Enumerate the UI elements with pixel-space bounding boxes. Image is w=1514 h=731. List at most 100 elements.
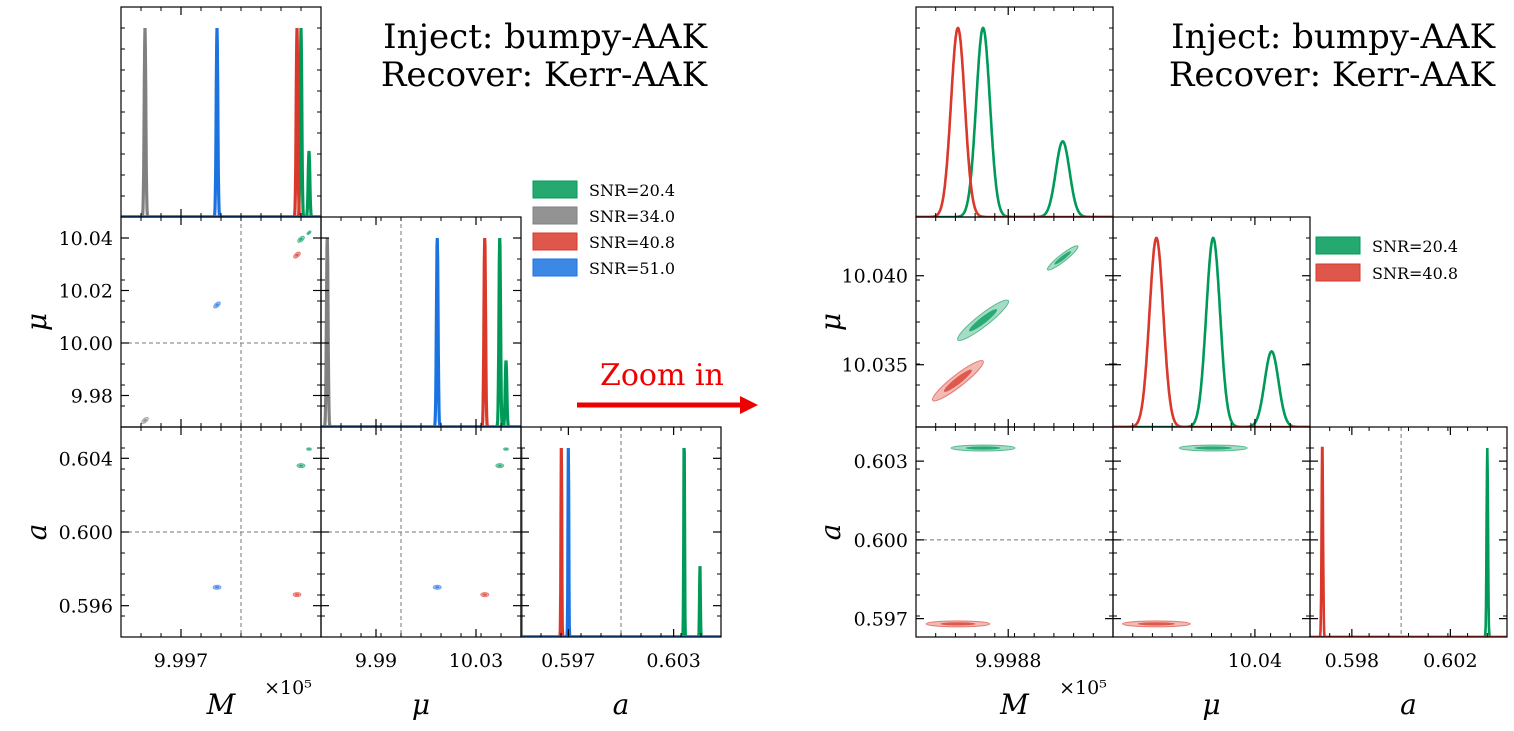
y-axis-label-a: a [20, 524, 53, 541]
marginal-curve-SNR=40.8 [1113, 236, 1310, 427]
tick-label-mu-x: 10.03 [449, 650, 503, 672]
panel-frame [120, 6, 322, 218]
y-axis-label-a: a [814, 524, 847, 541]
x-axis-label-M: M [999, 688, 1030, 721]
panel-frame [915, 426, 1114, 638]
chart-title-line: Recover: Kerr-AAK [1169, 55, 1496, 95]
marginal-curve-SNR=34.0 [121, 27, 321, 217]
marginal-mu [1113, 236, 1310, 427]
contour-inner-SNR=34.0 [325, 638, 329, 640]
y-axis-label-mu: μ [20, 313, 53, 331]
zoom-annotation: Zoom in [577, 358, 758, 414]
tick-label-M-x: 9.9988 [975, 650, 1041, 672]
contour-inner-SNR=20.4 [497, 464, 502, 467]
contour-inner-SNR=34.0 [143, 418, 147, 423]
chart-title-line: Recover: Kerr-AAK [381, 55, 708, 95]
tick-label-mu-x: 9.99 [355, 650, 397, 672]
contour-M-a [925, 412, 1082, 628]
marginal-mu [321, 237, 521, 427]
contour-inner-SNR=40.8 [940, 622, 976, 626]
marginal-a [1310, 446, 1507, 637]
tick-label-a-y: 0.600 [59, 522, 113, 544]
chart-title-line: Inject: bumpy-AAK [1171, 17, 1495, 57]
tick-label-mu-y: 10.00 [59, 333, 113, 355]
marginal-curve-SNR=51.0 [121, 27, 321, 217]
contour-inner-SNR=20.4 [299, 237, 303, 241]
marginal-curve-SNR=20.4 [121, 27, 321, 217]
panel-frame [320, 216, 522, 428]
zoom-in-label: Zoom in [600, 358, 724, 393]
marginal-curve-SNR=51.0 [321, 237, 521, 427]
tick-label-mu-y: 10.04 [59, 228, 113, 250]
x-axis-label-mu: μ [1202, 688, 1220, 721]
legend-label: SNR=40.8 [1372, 264, 1458, 283]
zoom-corner-plot: 9.9988 10.04 0.598 0.602 10.040 10.035 0.603 0.… [814, 6, 1508, 721]
marginal-curve-SNR=34.0 [321, 237, 521, 427]
x-axis-scale-label: ×10⁵ [1059, 677, 1107, 699]
contour-inner-SNR=51.0 [215, 303, 219, 307]
x-axis-label-mu: μ [412, 688, 430, 721]
contour-mu-a [324, 447, 509, 640]
legend-label: SNR=34.0 [589, 207, 675, 226]
marginal-curve-SNR=20.4 [1310, 447, 1507, 637]
legend-label: SNR=40.8 [589, 233, 675, 252]
marginal-curve-SNR=40.8 [321, 237, 521, 427]
contour-inner-SNR=20.4 [307, 231, 311, 234]
y-axis-label-mu: μ [814, 313, 847, 331]
tick-label-a-x: 0.603 [646, 650, 700, 672]
contour-inner-SNR=20.4 [1260, 413, 1282, 415]
marginal-curve-SNR=20.4 [1113, 236, 1310, 427]
tick-label-a-y: 0.600 [854, 530, 908, 552]
contour-M-a [141, 447, 312, 637]
panel-frame [1112, 426, 1311, 638]
contour-inner-SNR=20.4 [307, 448, 311, 450]
chart-title-line: Inject: bumpy-AAK [383, 17, 707, 57]
contour-inner-SNR=20.4 [1054, 251, 1072, 265]
contour-inner-SNR=20.4 [965, 446, 1001, 450]
contour-mu-a [1121, 413, 1282, 628]
tick-label-a-x: 0.597 [541, 650, 595, 672]
marginal-curve-SNR=20.4 [916, 26, 1113, 217]
legend-swatch-SNR=20.4 [532, 180, 578, 199]
tick-label-mu-x: 10.04 [1228, 650, 1282, 672]
tick-label-a-y: 0.597 [854, 609, 908, 631]
legend-swatch-SNR=34.0 [532, 206, 578, 225]
tick-label-mu-y: 10.035 [842, 355, 908, 377]
contour-inner-SNR=40.8 [1137, 622, 1176, 626]
marginal-M [916, 26, 1113, 217]
legend-swatch-SNR=20.4 [1315, 236, 1361, 255]
tick-label-a-y: 0.603 [854, 451, 908, 473]
injection-lines [121, 217, 321, 427]
panel-frame [1309, 426, 1508, 638]
marginal-curve-SNR=40.8 [916, 26, 1113, 217]
injection-lines [121, 427, 321, 637]
legend-swatch-SNR=40.8 [532, 232, 578, 251]
contour-M-mu [141, 230, 312, 424]
tick-label-M-x: 9.997 [154, 650, 208, 672]
x-axis-label-a: a [613, 688, 630, 721]
legend-label: SNR=20.4 [589, 181, 675, 200]
x-axis-scale-label: ×10⁵ [264, 677, 312, 699]
marginal-curve-SNR=40.8 [1310, 446, 1507, 637]
contour-inner-SNR=20.4 [969, 309, 998, 332]
contour-inner-SNR=20.4 [298, 464, 304, 467]
marginal-curve-SNR=40.8 [121, 27, 321, 217]
contour-inner-SNR=40.8 [482, 593, 487, 596]
legend-swatch-SNR=40.8 [1315, 263, 1361, 282]
contour-inner-SNR=20.4 [1052, 413, 1073, 415]
legend-label: SNR=20.4 [1372, 237, 1458, 256]
legend-swatch-SNR=51.0 [532, 258, 578, 277]
full-corner-plot: 9.997 9.99 10.03 0.597 0.603 10.04 10.02 10.00 9… [20, 6, 722, 721]
contour-inner-SNR=20.4 [504, 448, 508, 450]
contour-outer-SNR=20.4 [1044, 412, 1082, 416]
marginal-curve-SNR=20.4 [321, 237, 521, 427]
contour-M-mu [931, 245, 1079, 402]
legend-label: SNR=51.0 [589, 259, 675, 278]
contour-inner-SNR=51.0 [214, 586, 220, 589]
tick-label-a-y: 0.596 [59, 596, 113, 618]
contour-inner-SNR=40.8 [294, 593, 300, 596]
injection-lines [321, 427, 521, 637]
contour-inner-SNR=51.0 [435, 586, 440, 589]
x-axis-label-a: a [1400, 688, 1417, 721]
contour-inner-SNR=40.8 [295, 253, 299, 257]
